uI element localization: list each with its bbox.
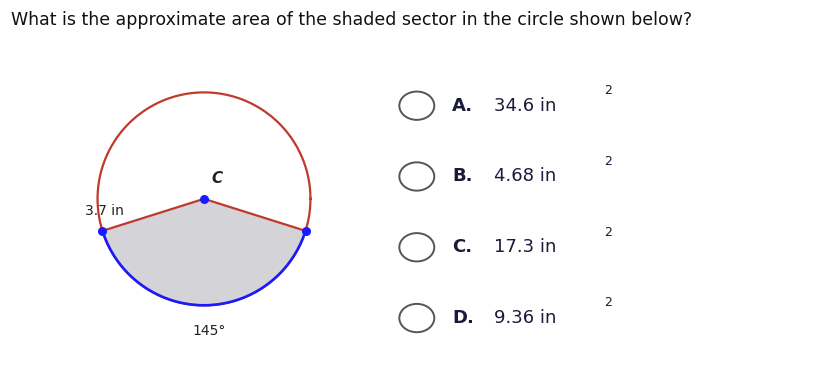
Text: What is the approximate area of the shaded sector in the circle shown below?: What is the approximate area of the shad…: [11, 11, 692, 29]
Text: C: C: [211, 171, 223, 186]
Text: B.: B.: [452, 167, 472, 185]
Point: [197, 196, 211, 202]
Text: 2: 2: [605, 84, 612, 97]
Text: 17.3 in: 17.3 in: [494, 238, 557, 256]
Text: 4.68 in: 4.68 in: [494, 167, 556, 185]
Text: 2: 2: [605, 296, 612, 309]
Text: 9.36 in: 9.36 in: [494, 309, 557, 327]
Text: A.: A.: [452, 97, 473, 115]
Text: 2: 2: [605, 155, 612, 168]
Text: C.: C.: [452, 238, 472, 256]
Point: [299, 228, 312, 234]
Wedge shape: [103, 199, 305, 305]
Text: D.: D.: [452, 309, 474, 327]
Point: [96, 228, 109, 234]
Text: 2: 2: [605, 226, 612, 239]
Text: 3.7 in: 3.7 in: [85, 204, 123, 218]
Text: 145°: 145°: [193, 324, 226, 339]
Text: 34.6 in: 34.6 in: [494, 97, 557, 115]
